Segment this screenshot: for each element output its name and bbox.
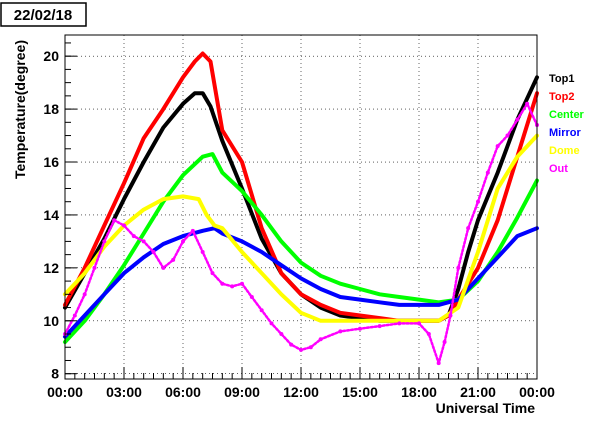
legend: Top1 Top2 Center Mirror Dome Out: [549, 73, 585, 175]
series-line-top2: [63, 51, 539, 323]
series-point-out: [515, 117, 520, 122]
series-point-out: [131, 234, 136, 239]
y-tick-label: 18: [43, 101, 59, 117]
x-tick-label: 21:00: [460, 384, 496, 400]
y-tick-label: 8: [51, 366, 59, 382]
series-point-out: [240, 281, 244, 286]
series-point-out: [102, 239, 107, 244]
series-point-out: [230, 284, 235, 289]
y-tick-label: 20: [43, 48, 59, 64]
y-tick-label: 14: [43, 207, 59, 223]
series-point-out: [338, 329, 343, 334]
x-tick-label: 12:00: [283, 384, 319, 400]
series-point-out: [299, 347, 303, 352]
y-tick-label: 16: [43, 154, 59, 170]
series-point-out: [505, 133, 510, 138]
x-tick-label: 03:00: [106, 384, 142, 400]
series-point-out: [289, 342, 294, 347]
series-point-out: [141, 239, 146, 244]
series-point-out: [200, 249, 205, 254]
series-point-out: [279, 332, 284, 337]
series-point-out: [181, 239, 185, 244]
series-line-mirror: [63, 226, 539, 339]
series-point-out: [259, 308, 264, 313]
series-point-out: [377, 324, 382, 329]
x-axis-label: Universal Time: [436, 400, 536, 416]
series-point-out: [485, 170, 490, 175]
legend-entry-center: Center: [549, 109, 585, 121]
chart-title-box: 22/02/18: [0, 2, 87, 27]
series-point-out: [112, 218, 117, 223]
series-point-out: [151, 249, 156, 254]
series-point-out: [92, 265, 97, 270]
x-tick-label: 15:00: [342, 384, 378, 400]
series-point-out: [190, 228, 195, 233]
series-point-out: [397, 321, 402, 326]
ticks: 8 10 12 14 16 18 20 00:00 03:00 06:00 09:00 12:00 15…: [43, 42, 555, 400]
series-point-out: [495, 144, 500, 149]
y-axis-label: Temperature(degree): [12, 40, 28, 179]
series-point-out: [82, 292, 87, 297]
legend-entry-out: Out: [549, 163, 568, 175]
series-point-out: [171, 257, 176, 262]
series-point-out: [220, 281, 225, 286]
legend-entry-top2: Top2: [549, 91, 574, 103]
series-point-out: [442, 339, 447, 344]
series-point-out: [161, 265, 166, 270]
series-point-out: [476, 199, 480, 204]
x-tick-label: 00:00: [47, 384, 83, 400]
series-layer: [63, 51, 539, 366]
series-point-out: [417, 321, 421, 326]
x-tick-label: 00:00: [519, 384, 555, 400]
chart-title: 22/02/18: [14, 7, 72, 24]
series-point-out: [358, 326, 362, 331]
y-tick-label: 12: [43, 260, 59, 276]
y-tick-label: 10: [43, 313, 59, 329]
series-point-out: [436, 361, 441, 366]
series-point-out: [525, 101, 530, 106]
series-point-out: [456, 265, 461, 270]
series-point-out: [122, 223, 126, 228]
series-point-out: [318, 337, 323, 342]
x-tick-label: 06:00: [165, 384, 201, 400]
series-point-out: [308, 345, 313, 350]
series-point-out: [466, 226, 471, 231]
x-tick-label: 09:00: [224, 384, 260, 400]
legend-entry-top1: Top1: [549, 73, 574, 85]
x-tick-label: 18:00: [401, 384, 437, 400]
series-point-out: [210, 271, 215, 276]
series-point-out: [72, 313, 77, 318]
series-point-out: [448, 313, 453, 318]
series-point-out: [249, 294, 254, 299]
series-point-out: [269, 321, 274, 326]
legend-entry-mirror: Mirror: [549, 127, 582, 139]
series-point-out: [426, 332, 431, 337]
legend-entry-dome: Dome: [549, 145, 580, 157]
